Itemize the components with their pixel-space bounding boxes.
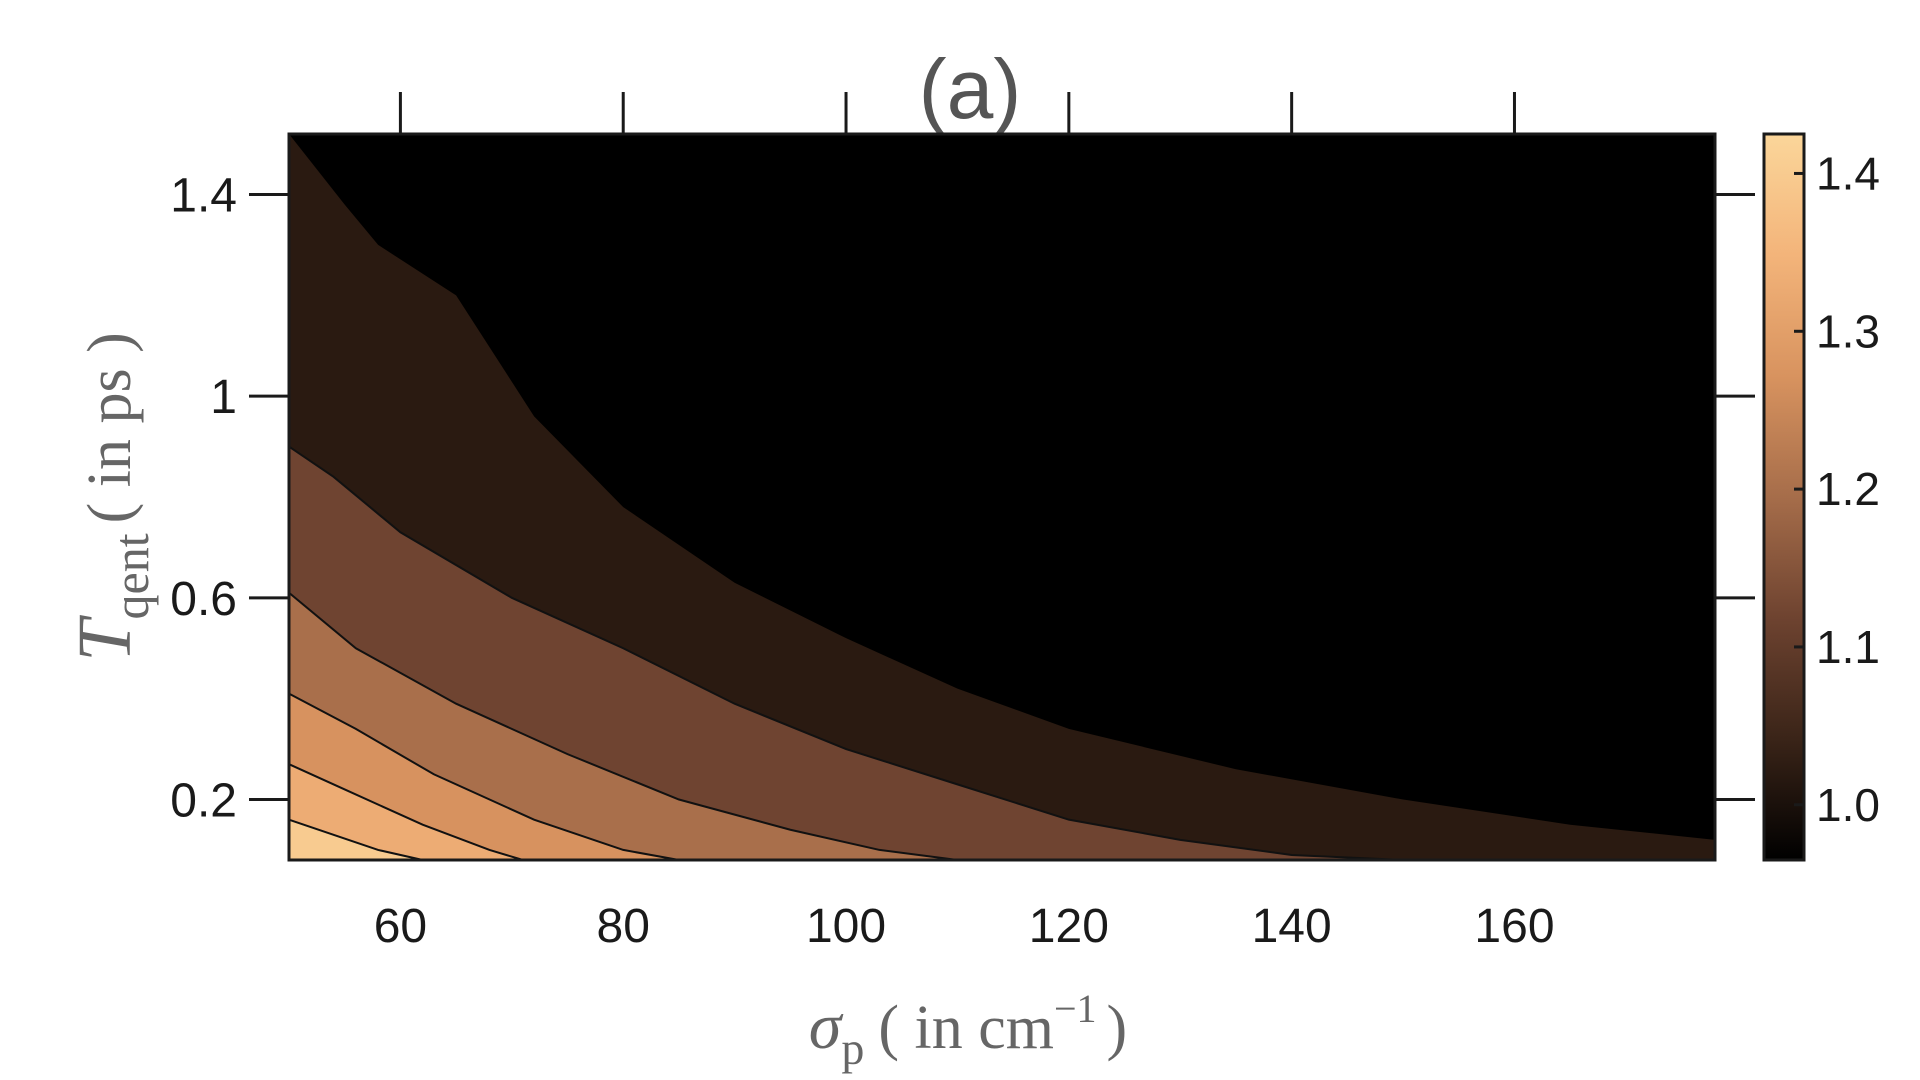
contour-band-6	[289, 819, 423, 860]
y-tick-label: 0.6	[170, 573, 237, 626]
colorbar-tick-label: 1.0	[1816, 779, 1880, 831]
x-axis-ticks: 60 80 100 120 140 160	[374, 92, 1555, 953]
x-tick-label: 160	[1474, 900, 1554, 953]
contour-line-5	[288, 763, 524, 861]
y-axis-unit: ( in ps )	[76, 332, 144, 523]
contour-line-4	[288, 692, 680, 861]
svg-text:σp( in cm−1): σp ( in cm−1)	[809, 986, 1127, 1074]
y-axis-symbol: T	[63, 615, 147, 662]
contour-line-3	[288, 592, 958, 861]
colorbar-tick-label: 1.3	[1816, 305, 1880, 357]
panel-title: (a)	[919, 42, 1022, 136]
contour-line-6	[288, 818, 423, 861]
y-axis-label: Tqent ( in ps )	[63, 332, 159, 662]
contour-band-5	[289, 764, 523, 860]
x-tick-label: 100	[806, 900, 886, 953]
x-axis-subscript: p	[841, 1023, 864, 1074]
colorbar-tick-label: 1.1	[1816, 621, 1880, 673]
contour-fill-group	[289, 134, 1715, 860]
x-tick-label: 60	[374, 900, 427, 953]
x-tick-label: 120	[1029, 900, 1109, 953]
x-tick-label: 140	[1252, 900, 1332, 953]
colorbar	[1762, 132, 1806, 862]
colorbar-tick-label: 1.4	[1816, 147, 1880, 199]
contour-line-2	[288, 445, 1404, 861]
x-axis-unit-close: )	[1107, 994, 1128, 1062]
contour-line-group	[288, 445, 1404, 861]
x-axis-unit-superscript: −1	[1054, 986, 1097, 1031]
x-axis-label: σp ( in cm−1)	[809, 986, 1127, 1074]
y-tick-label: 1.4	[170, 170, 237, 223]
plot-frame	[287, 132, 1717, 862]
x-tick-label: 80	[597, 900, 650, 953]
y-axis-ticks: 0.2 0.6 1 1.4	[170, 170, 1755, 828]
x-axis-symbol: σ	[809, 990, 844, 1063]
colorbar-tick-label: 1.2	[1816, 463, 1880, 515]
svg-text:Tqent( in ps ): Tqent ( in ps )	[63, 332, 159, 662]
y-tick-label: 1	[210, 371, 237, 424]
y-tick-label: 0.2	[170, 775, 237, 828]
y-axis-subscript: qent	[103, 533, 159, 619]
colorbar-ticks: 1.0 1.1 1.2 1.3 1.4	[1794, 147, 1880, 831]
x-axis-unit: ( in cm	[878, 994, 1054, 1062]
